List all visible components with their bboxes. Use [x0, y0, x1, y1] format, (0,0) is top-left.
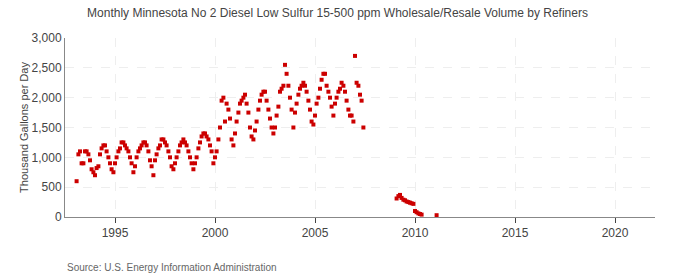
svg-text:0: 0: [55, 210, 62, 224]
svg-text:2020: 2020: [602, 226, 629, 240]
svg-text:2015: 2015: [502, 226, 529, 240]
svg-text:Monthly Minnesota No 2 Diesel: Monthly Minnesota No 2 Diesel Low Sulfur…: [87, 6, 588, 20]
svg-text:1,000: 1,000: [32, 151, 62, 165]
svg-text:Thousand Gallons per Day: Thousand Gallons per Day: [18, 62, 30, 193]
svg-text:2,500: 2,500: [32, 61, 62, 75]
svg-text:Source: U.S. Energy Informatio: Source: U.S. Energy Information Administ…: [67, 262, 277, 273]
svg-text:2,000: 2,000: [32, 91, 62, 105]
svg-text:1,500: 1,500: [32, 121, 62, 135]
svg-text:3,000: 3,000: [32, 31, 62, 45]
svg-text:2000: 2000: [202, 226, 229, 240]
svg-text:1995: 1995: [102, 226, 129, 240]
svg-text:2010: 2010: [402, 226, 429, 240]
svg-text:2005: 2005: [302, 226, 329, 240]
svg-text:500: 500: [42, 180, 62, 194]
